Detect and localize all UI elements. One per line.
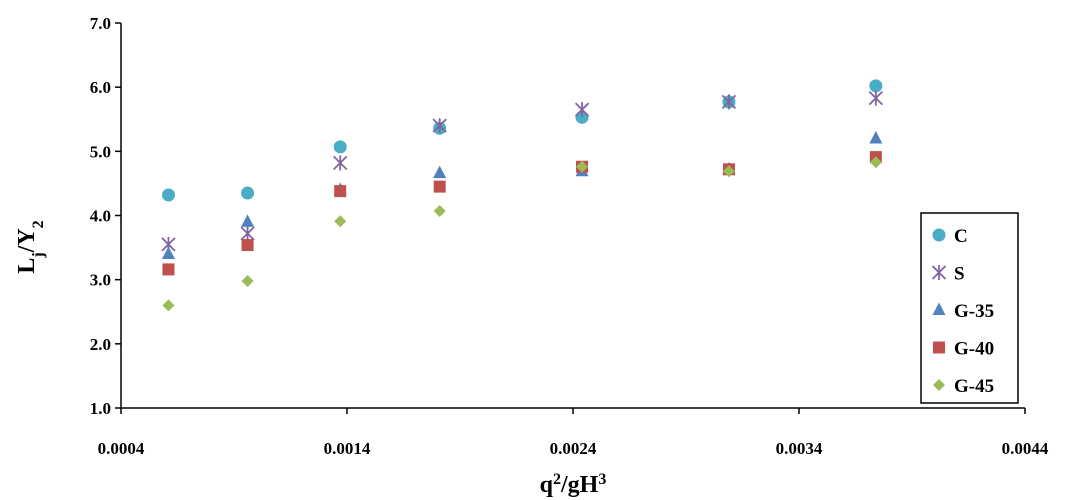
y-axis-title: Lj/Y2	[14, 220, 47, 273]
point-g-40	[433, 180, 446, 193]
x-axis-title: q2/gH3	[540, 471, 607, 499]
legend-marker-s	[931, 265, 947, 280]
legend-marker-g-35	[932, 302, 946, 315]
legend-label-s: S	[954, 264, 965, 285]
legend-marker-c	[932, 228, 946, 242]
point-g-40	[334, 185, 347, 198]
point-g-35	[433, 165, 447, 179]
y-tick-label: 1.0	[90, 399, 111, 418]
point-g-45	[241, 274, 254, 287]
x-tick-label: 0.0024	[550, 439, 597, 458]
y-tick-label: 7.0	[90, 14, 111, 33]
legend: CS G-35 G-40 G-45	[920, 212, 1019, 404]
point-g-45	[869, 156, 882, 169]
point-s	[721, 94, 737, 110]
x-tick-label: 0.0044	[1002, 439, 1049, 458]
legend-box	[920, 212, 1019, 404]
point-g-35	[161, 246, 175, 259]
point-c	[161, 188, 175, 202]
y-axis-ticks: 1.0 2.0 3.0 4.0 5.0 6.0 7.0	[90, 14, 121, 418]
series-g-40	[162, 151, 882, 276]
y-tick-label: 3.0	[90, 271, 111, 290]
legend-label-g-45: G-45	[954, 376, 994, 397]
point-g-45	[722, 165, 735, 178]
legend-label-c: C	[954, 226, 968, 247]
x-tick-label: 0.0004	[98, 439, 145, 458]
series-s	[161, 90, 883, 252]
x-axis-ticks: 0.0004 0.0014 0.0024 0.0034 0.0044	[98, 408, 1049, 458]
point-g-35	[869, 131, 883, 144]
point-s	[574, 102, 590, 118]
series-c	[161, 79, 883, 202]
point-g-45	[576, 160, 589, 173]
y-tick-label: 5.0	[90, 142, 111, 161]
point-s	[432, 118, 447, 134]
legend-label-g-40: G-40	[954, 339, 994, 360]
point-s	[333, 155, 348, 171]
point-g-45	[334, 215, 347, 228]
series-g-45	[162, 156, 882, 312]
point-c	[869, 79, 883, 93]
point-g-45	[162, 299, 175, 312]
y-tick-label: 6.0	[90, 78, 111, 97]
point-s	[240, 225, 255, 241]
point-g-35	[241, 214, 255, 227]
point-c	[333, 140, 347, 154]
point-s	[868, 90, 883, 106]
series-g-35	[161, 131, 883, 259]
point-g-45	[433, 205, 446, 218]
point-c	[241, 186, 255, 200]
y-tick-label: 4.0	[90, 207, 111, 226]
x-tick-label: 0.0014	[324, 439, 371, 458]
legend-label-g-35: G-35	[954, 301, 994, 322]
x-tick-label: 0.0034	[776, 439, 823, 458]
point-g-40	[241, 239, 254, 252]
y-tick-label: 2.0	[90, 335, 111, 354]
point-g-40	[162, 263, 175, 276]
legend-marker-g-40	[933, 341, 945, 354]
legend-marker-g-45	[933, 379, 945, 391]
data-points	[161, 79, 883, 312]
